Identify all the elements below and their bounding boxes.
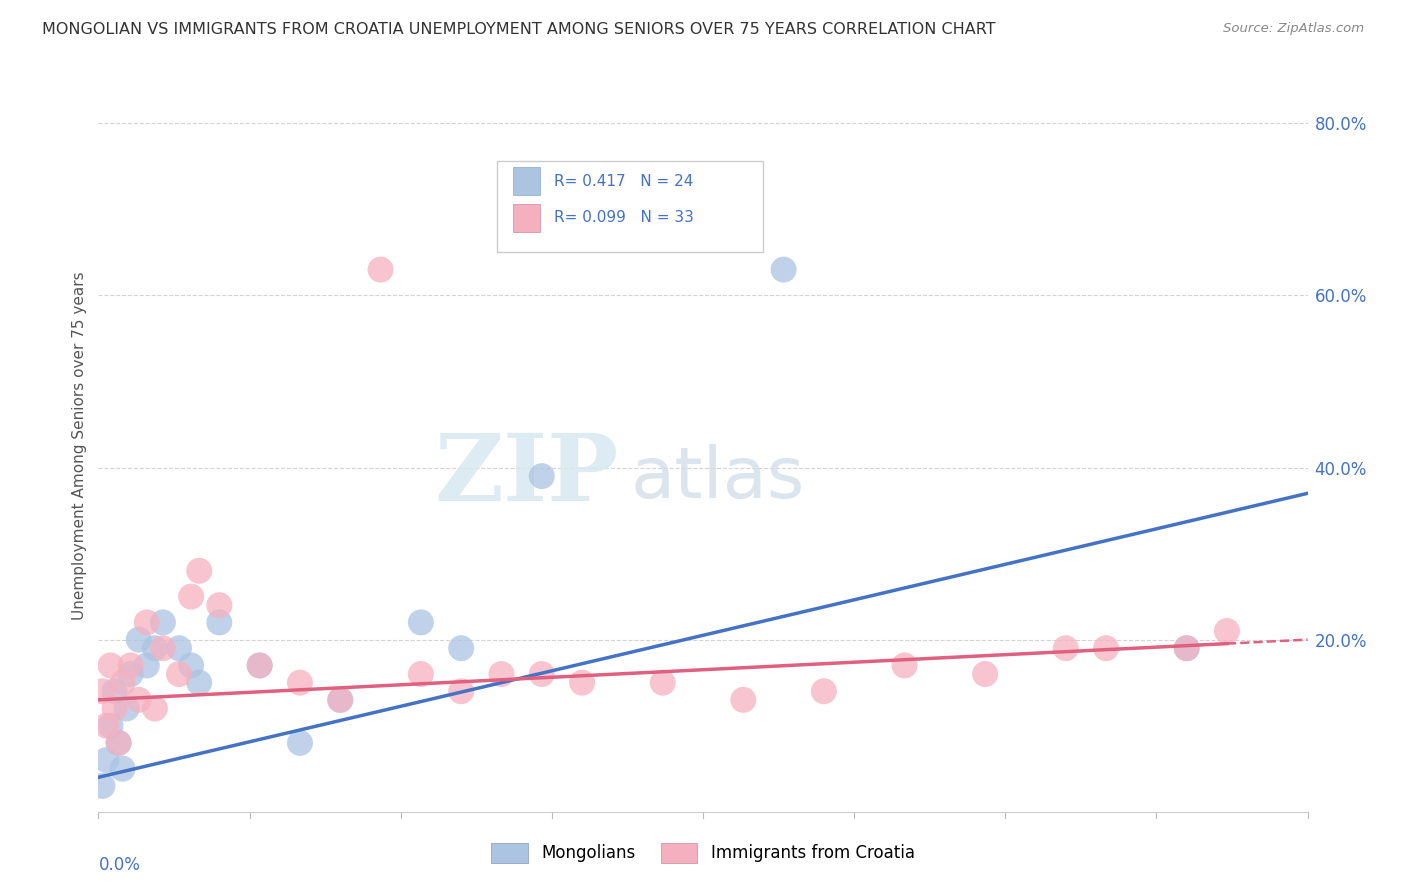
Point — [813, 684, 835, 698]
Point — [180, 658, 202, 673]
Point — [135, 615, 157, 630]
Point — [1216, 624, 1239, 638]
Point — [1175, 641, 1198, 656]
FancyBboxPatch shape — [498, 161, 763, 252]
Y-axis label: Unemployment Among Seniors over 75 years: Unemployment Among Seniors over 75 years — [72, 272, 87, 620]
Point — [128, 632, 150, 647]
Point — [180, 590, 202, 604]
Point — [96, 719, 118, 733]
Point — [143, 641, 166, 656]
Point — [370, 262, 392, 277]
Point — [893, 658, 915, 673]
Point — [208, 615, 231, 630]
Point — [188, 564, 211, 578]
Point — [409, 615, 432, 630]
Point — [1175, 641, 1198, 656]
Point — [96, 753, 118, 767]
Point — [111, 762, 134, 776]
Point — [107, 736, 129, 750]
FancyBboxPatch shape — [513, 204, 540, 232]
Point — [530, 469, 553, 483]
Legend: Mongolians, Immigrants from Croatia: Mongolians, Immigrants from Croatia — [485, 837, 921, 869]
Text: ZIP: ZIP — [434, 430, 619, 520]
Point — [167, 667, 190, 681]
Point — [152, 615, 174, 630]
Point — [288, 675, 311, 690]
Point — [167, 641, 190, 656]
Point — [208, 598, 231, 612]
FancyBboxPatch shape — [513, 168, 540, 195]
Point — [120, 667, 142, 681]
Text: Source: ZipAtlas.com: Source: ZipAtlas.com — [1223, 22, 1364, 36]
Point — [100, 658, 122, 673]
Point — [103, 684, 125, 698]
Point — [450, 641, 472, 656]
Point — [733, 693, 755, 707]
Text: 0.0%: 0.0% — [98, 855, 141, 873]
Text: R= 0.099   N = 33: R= 0.099 N = 33 — [554, 211, 695, 226]
Point — [1095, 641, 1118, 656]
Point — [91, 684, 114, 698]
Point — [111, 675, 134, 690]
Point — [143, 701, 166, 715]
Point — [115, 701, 138, 715]
Text: MONGOLIAN VS IMMIGRANTS FROM CROATIA UNEMPLOYMENT AMONG SENIORS OVER 75 YEARS CO: MONGOLIAN VS IMMIGRANTS FROM CROATIA UNE… — [42, 22, 995, 37]
Point — [409, 667, 432, 681]
Point — [974, 667, 997, 681]
Point — [249, 658, 271, 673]
Point — [1054, 641, 1077, 656]
Point — [128, 693, 150, 707]
Point — [100, 719, 122, 733]
Point — [329, 693, 352, 707]
Point — [491, 667, 513, 681]
Point — [329, 693, 352, 707]
Point — [651, 675, 673, 690]
Text: R= 0.417   N = 24: R= 0.417 N = 24 — [554, 174, 693, 189]
Point — [103, 701, 125, 715]
Point — [91, 779, 114, 793]
Point — [135, 658, 157, 673]
Point — [107, 736, 129, 750]
Point — [530, 667, 553, 681]
Point — [772, 262, 794, 277]
Point — [188, 675, 211, 690]
Text: atlas: atlas — [630, 444, 804, 514]
Point — [249, 658, 271, 673]
Point — [571, 675, 593, 690]
Point — [120, 658, 142, 673]
Point — [152, 641, 174, 656]
Point — [450, 684, 472, 698]
Point — [288, 736, 311, 750]
